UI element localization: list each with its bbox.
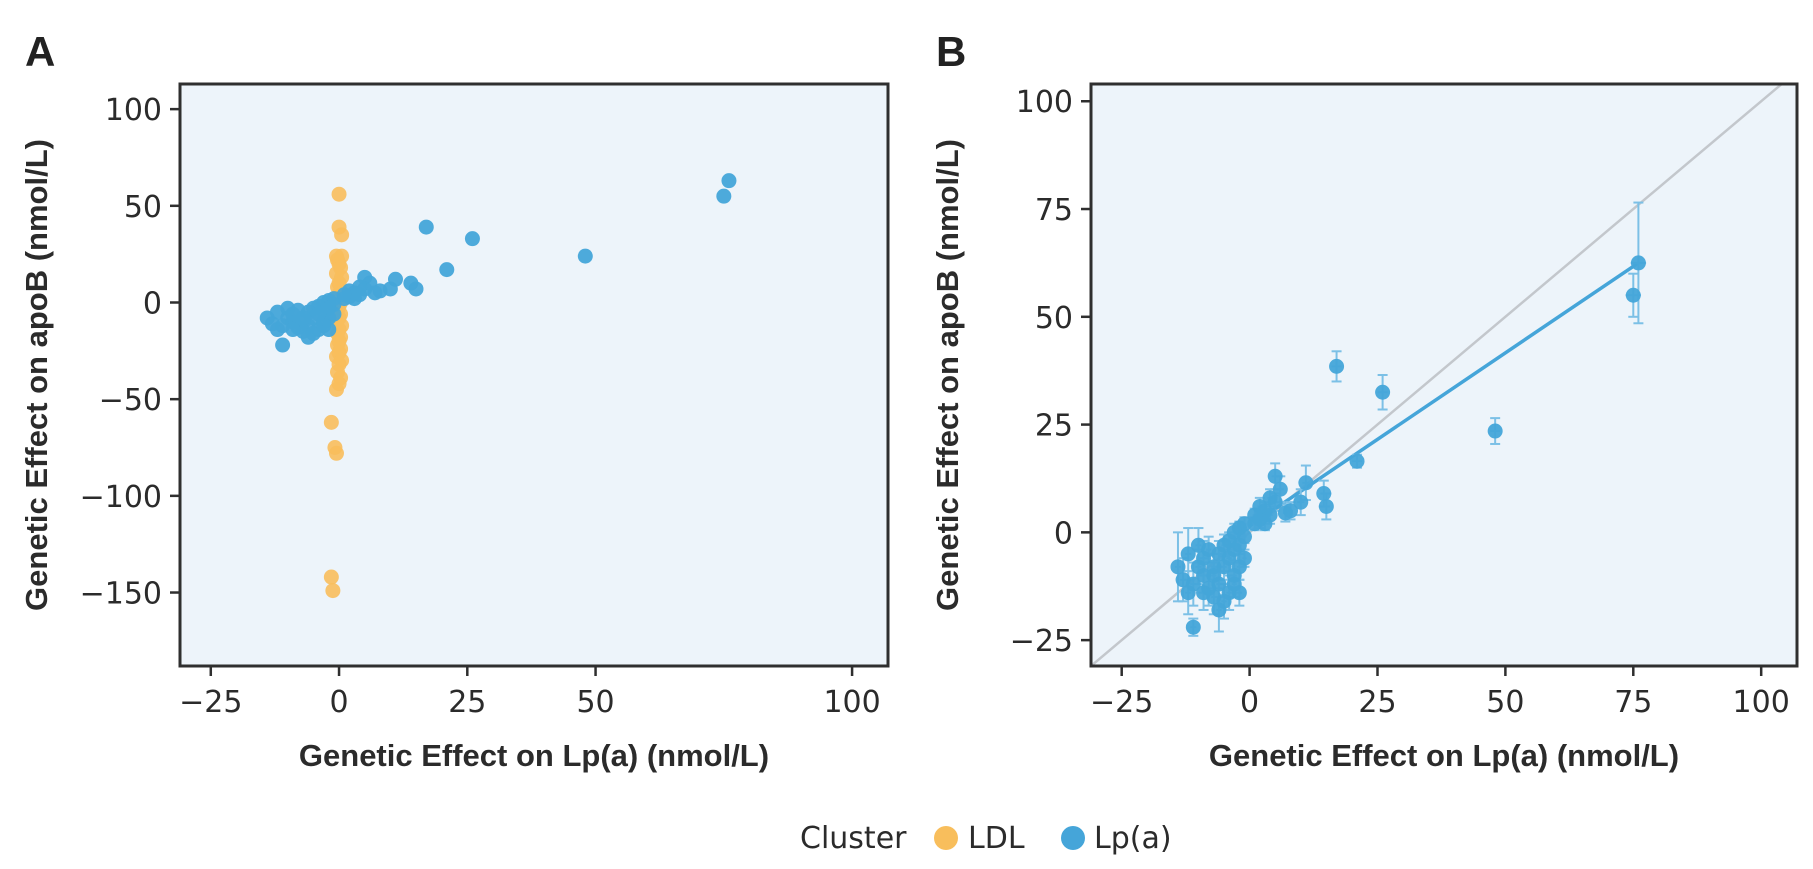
data-point-ldl bbox=[331, 186, 347, 202]
data-point-lpa bbox=[1625, 287, 1641, 303]
data-point-lpa bbox=[1267, 468, 1283, 484]
data-point-ldl bbox=[328, 445, 344, 461]
x-tick-label: 0 bbox=[329, 685, 348, 720]
panel-a: A −25 0 25 50 100 100 50 0 −50 −100 −150 Genetic Eff… bbox=[19, 28, 890, 773]
data-point-lpa bbox=[464, 231, 480, 247]
data-point-ldl bbox=[323, 414, 339, 430]
y-axis-title: Genetic Effect on apoB (nmol/L) bbox=[930, 139, 965, 611]
y-tick-label: −25 bbox=[1010, 624, 1073, 659]
legend-swatch-lpa bbox=[1061, 826, 1085, 850]
fit-line bbox=[1248, 261, 1640, 528]
y-tick-label: −50 bbox=[99, 383, 162, 418]
data-point-lpa bbox=[1185, 619, 1201, 635]
data-point-lpa bbox=[1221, 550, 1237, 566]
data-point-lpa bbox=[285, 322, 301, 338]
data-point-lpa bbox=[1262, 490, 1278, 506]
data-point-lpa bbox=[1247, 507, 1263, 523]
y-tick-label: −150 bbox=[80, 577, 162, 612]
x-tick-label: −25 bbox=[179, 685, 242, 720]
data-point-lpa bbox=[1630, 255, 1646, 271]
data-point-lpa bbox=[1277, 505, 1293, 521]
data-point-lpa bbox=[1375, 384, 1391, 400]
data-point-lpa bbox=[295, 310, 311, 326]
x-tick-label: 25 bbox=[1358, 685, 1396, 720]
data-point-lpa bbox=[1318, 498, 1334, 514]
data-point-lpa bbox=[1316, 486, 1332, 502]
x-tick-label: 25 bbox=[448, 685, 486, 720]
panel-b: B −25 0 25 50 75 100 100 75 50 25 0 −25 Genetic Effec… bbox=[930, 28, 1799, 773]
data-point-lpa bbox=[1170, 559, 1186, 575]
legend-title: Cluster bbox=[800, 821, 907, 856]
data-point-lpa bbox=[1349, 453, 1365, 469]
panel-letter: A bbox=[25, 28, 55, 75]
y-tick-label: 50 bbox=[124, 190, 162, 225]
data-point-lpa bbox=[1293, 494, 1309, 510]
plot-area bbox=[180, 84, 888, 666]
data-point-lpa bbox=[418, 219, 434, 235]
data-point-lpa bbox=[721, 173, 737, 189]
data-point-ldl bbox=[323, 569, 339, 585]
data-point-lpa bbox=[408, 281, 424, 297]
x-tick-label: 0 bbox=[1240, 685, 1259, 720]
data-point-lpa bbox=[1257, 516, 1273, 532]
data-point-lpa bbox=[305, 325, 321, 341]
data-point-lpa bbox=[1201, 542, 1217, 558]
data-point-lpa bbox=[1180, 546, 1196, 562]
data-point-lpa bbox=[1298, 475, 1314, 491]
data-point-lpa bbox=[1216, 593, 1232, 609]
x-axis-title: Genetic Effect on Lp(a) (nmol/L) bbox=[1209, 738, 1679, 773]
x-tick-label: 100 bbox=[823, 685, 880, 720]
data-point-lpa bbox=[1329, 358, 1345, 374]
data-point-lpa bbox=[311, 306, 327, 322]
x-tick-label: 100 bbox=[1733, 685, 1790, 720]
x-tick-label: 75 bbox=[1614, 685, 1652, 720]
x-axis-title: Genetic Effect on Lp(a) (nmol/L) bbox=[299, 738, 769, 773]
data-point-lpa bbox=[321, 322, 337, 338]
x-tick-label: −25 bbox=[1090, 685, 1153, 720]
data-point-lpa bbox=[275, 337, 291, 353]
data-point-lpa bbox=[1206, 559, 1222, 575]
legend: Cluster LDL Lp(a) bbox=[800, 821, 1172, 856]
data-point-ldl bbox=[334, 227, 350, 243]
data-point-lpa bbox=[1180, 585, 1196, 601]
data-point-ldl bbox=[325, 583, 341, 599]
data-point-ldl bbox=[328, 382, 344, 398]
data-point-lpa bbox=[1196, 585, 1212, 601]
data-point-lpa bbox=[1175, 572, 1191, 588]
data-point-lpa bbox=[1236, 550, 1252, 566]
data-point-lpa bbox=[1487, 423, 1503, 439]
y-tick-label: −100 bbox=[80, 480, 162, 515]
y-tick-label: 75 bbox=[1035, 193, 1073, 228]
legend-label-ldl: LDL bbox=[968, 821, 1025, 856]
y-tick-label: 0 bbox=[143, 286, 162, 321]
y-tick-label: 0 bbox=[1054, 516, 1073, 551]
data-point-lpa bbox=[382, 281, 398, 297]
y-tick-label: 50 bbox=[1035, 301, 1073, 336]
data-point-lpa bbox=[1231, 585, 1247, 601]
y-tick-label: 25 bbox=[1035, 409, 1073, 444]
data-point-lpa bbox=[716, 188, 732, 204]
y-axis-title: Genetic Effect on apoB (nmol/L) bbox=[19, 139, 54, 611]
plot-frame bbox=[1089, 82, 1799, 668]
data-point-lpa bbox=[326, 306, 342, 322]
legend-swatch-ldl bbox=[934, 826, 958, 850]
x-tick-label: 50 bbox=[576, 685, 614, 720]
x-tick-label: 50 bbox=[1486, 685, 1524, 720]
panel-letter: B bbox=[936, 28, 966, 75]
data-point-lpa bbox=[577, 248, 593, 264]
plot-frame bbox=[178, 82, 890, 668]
y-tick-label: 100 bbox=[105, 93, 162, 128]
y-tick-label: 100 bbox=[1016, 85, 1073, 120]
data-point-lpa bbox=[439, 262, 455, 278]
legend-label-lpa: Lp(a) bbox=[1094, 821, 1172, 856]
data-point-lpa bbox=[1272, 481, 1288, 497]
